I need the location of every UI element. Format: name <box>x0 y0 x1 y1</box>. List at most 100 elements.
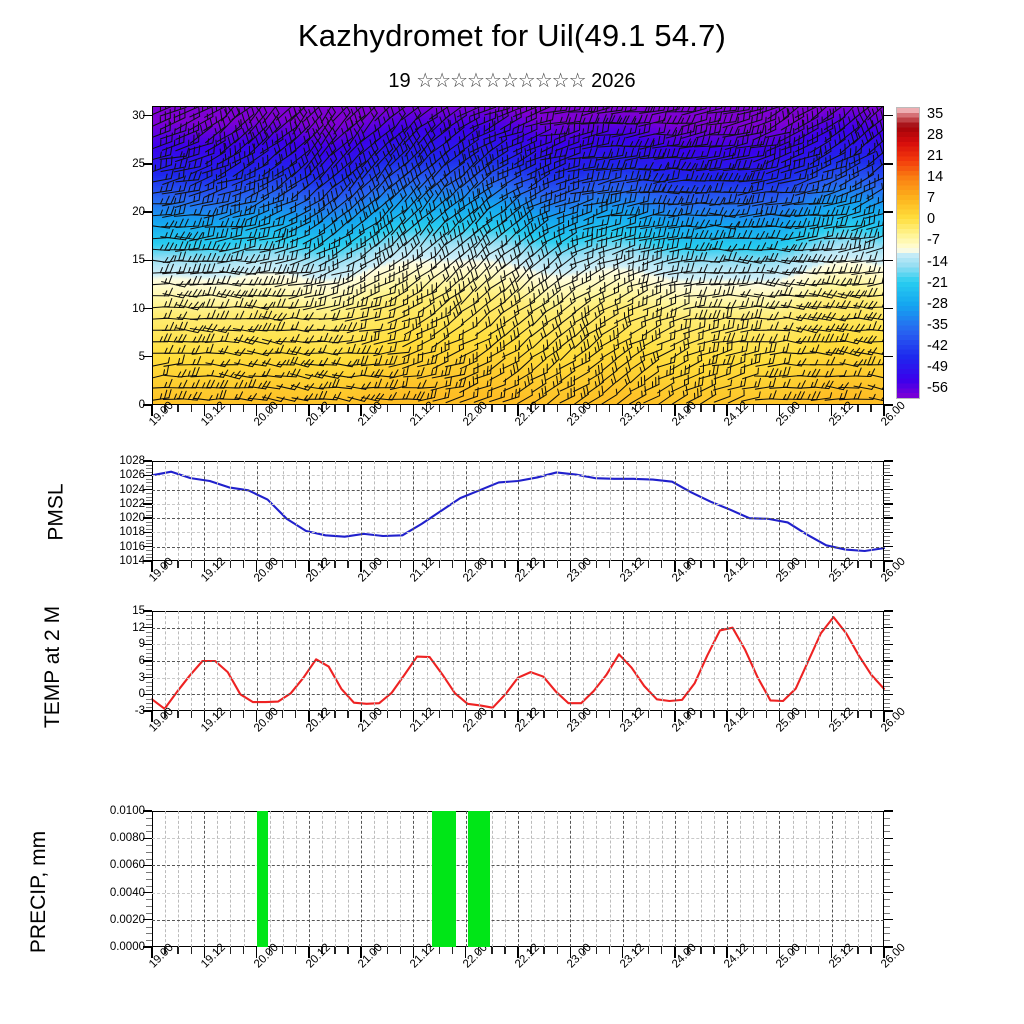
y-axis-tick-label: 0.0020 <box>110 914 152 926</box>
grid-line-vertical <box>596 461 598 561</box>
grid-line-vertical <box>570 811 572 947</box>
y-tick-major <box>143 560 152 562</box>
y-tick-minor <box>146 500 152 502</box>
y-tick-minor <box>146 879 152 880</box>
x-tick-minor <box>451 947 454 954</box>
x-tick-minor <box>282 947 284 954</box>
grid-line-vertical <box>452 461 454 561</box>
x-tick-minor <box>648 947 650 954</box>
y-tick-major-right <box>884 259 893 261</box>
grid-line-vertical <box>622 461 624 561</box>
precip-panel: 0.0000 0.0020 0.0040 0.0060 0.0080 0.0100 19.0… <box>110 805 908 970</box>
y-axis-tick-label: -3 <box>135 705 152 717</box>
x-tick-minor <box>478 947 480 954</box>
x-tick-major <box>778 947 781 958</box>
y-axis-tick-label: 1024 <box>119 484 152 496</box>
x-tick-minor <box>373 561 375 568</box>
grid-line-vertical <box>374 461 376 561</box>
x-tick-major <box>308 711 310 722</box>
y-tick-major <box>143 503 152 505</box>
grid-line-horizontal <box>152 892 884 894</box>
y-tick-minor-right <box>884 482 890 484</box>
y-tick-major-right <box>884 356 893 358</box>
x-tick-minor <box>713 561 715 568</box>
x-tick-major <box>360 561 362 572</box>
x-tick-minor <box>268 561 271 568</box>
grid-line-vertical <box>243 811 245 947</box>
colorbar-tick-label: 14 <box>927 169 943 185</box>
x-tick-minor <box>556 947 558 954</box>
x-tick-minor <box>530 561 532 568</box>
y-tick-major-right <box>884 660 893 662</box>
x-tick-minor <box>438 711 441 718</box>
grid-line-vertical <box>439 461 441 561</box>
grid-line-vertical <box>178 811 180 947</box>
y-tick-minor <box>146 858 152 860</box>
x-tick-major <box>151 947 153 958</box>
y-tick-minor-right <box>884 686 890 687</box>
y-tick-minor-right <box>884 940 890 942</box>
x-tick-minor <box>556 711 558 718</box>
grid-line-vertical <box>282 811 284 947</box>
y-tick-major <box>143 693 152 695</box>
y-tick-major <box>143 891 152 894</box>
grid-line-vertical <box>465 461 467 561</box>
x-tick-major <box>151 405 153 416</box>
y-tick-major <box>143 531 152 534</box>
x-tick-minor <box>229 561 232 568</box>
y-tick-major <box>143 307 152 310</box>
x-tick-major <box>621 711 624 722</box>
temp-2m-axis-title: TEMP at 2 M <box>41 606 65 728</box>
y-tick-major-right <box>884 810 893 812</box>
temp-panel: -3 0 3 6 9 12 15 19.00 19.12 20.00 20.12 21.00 21.12… <box>132 605 908 734</box>
x-tick-minor <box>857 711 859 718</box>
y-tick-minor <box>146 702 152 704</box>
grid-line-vertical <box>518 811 519 947</box>
y-tick-minor <box>146 652 152 654</box>
x-tick-minor <box>857 947 859 954</box>
x-tick-minor <box>451 405 454 412</box>
colorbar-tick-label: -35 <box>927 317 948 333</box>
x-tick-minor <box>804 405 807 412</box>
precip-bar <box>257 811 269 947</box>
x-tick-minor <box>634 405 637 412</box>
grid-line-vertical <box>348 461 350 561</box>
grid-line-vertical <box>766 811 768 947</box>
colorbar-tick-label: -42 <box>927 338 948 354</box>
x-tick-minor <box>268 405 271 412</box>
precip-axis-title: PRECIP, mm <box>27 831 51 953</box>
x-tick-minor <box>399 947 401 954</box>
y-axis-tick-label: 0.0060 <box>110 859 152 871</box>
grid-line-vertical <box>701 461 702 561</box>
grid-line-vertical <box>844 461 846 561</box>
x-tick-minor <box>634 711 637 718</box>
y-tick-minor <box>146 851 152 853</box>
y-tick-minor <box>146 824 152 826</box>
y-tick-minor <box>146 831 152 833</box>
x-tick-minor <box>399 711 401 718</box>
y-tick-major <box>143 610 152 612</box>
y-tick-minor-right <box>884 817 890 819</box>
x-tick-minor <box>661 711 663 718</box>
x-tick-minor <box>347 561 349 568</box>
x-tick-minor <box>556 405 558 412</box>
grid-line-vertical <box>844 811 846 947</box>
x-tick-major <box>465 711 467 722</box>
y-tick-minor <box>146 550 152 552</box>
y-axis-tick-label: 1014 <box>119 555 152 567</box>
grid-line-vertical <box>531 811 533 947</box>
colorbar-tick-label: 35 <box>927 106 943 122</box>
x-tick-major <box>569 711 571 722</box>
y-tick-major-right <box>884 531 893 534</box>
grid-line-vertical <box>335 811 336 947</box>
x-tick-minor <box>608 711 611 718</box>
x-tick-minor <box>739 711 741 718</box>
y-tick-minor-right <box>884 858 890 860</box>
grid-line-vertical <box>727 461 729 561</box>
y-tick-minor-right <box>884 623 890 625</box>
x-tick-minor <box>321 711 323 718</box>
grid-line-vertical <box>583 811 585 947</box>
y-tick-minor <box>146 681 152 683</box>
y-tick-minor-right <box>884 690 890 692</box>
x-tick-minor <box>700 405 702 412</box>
